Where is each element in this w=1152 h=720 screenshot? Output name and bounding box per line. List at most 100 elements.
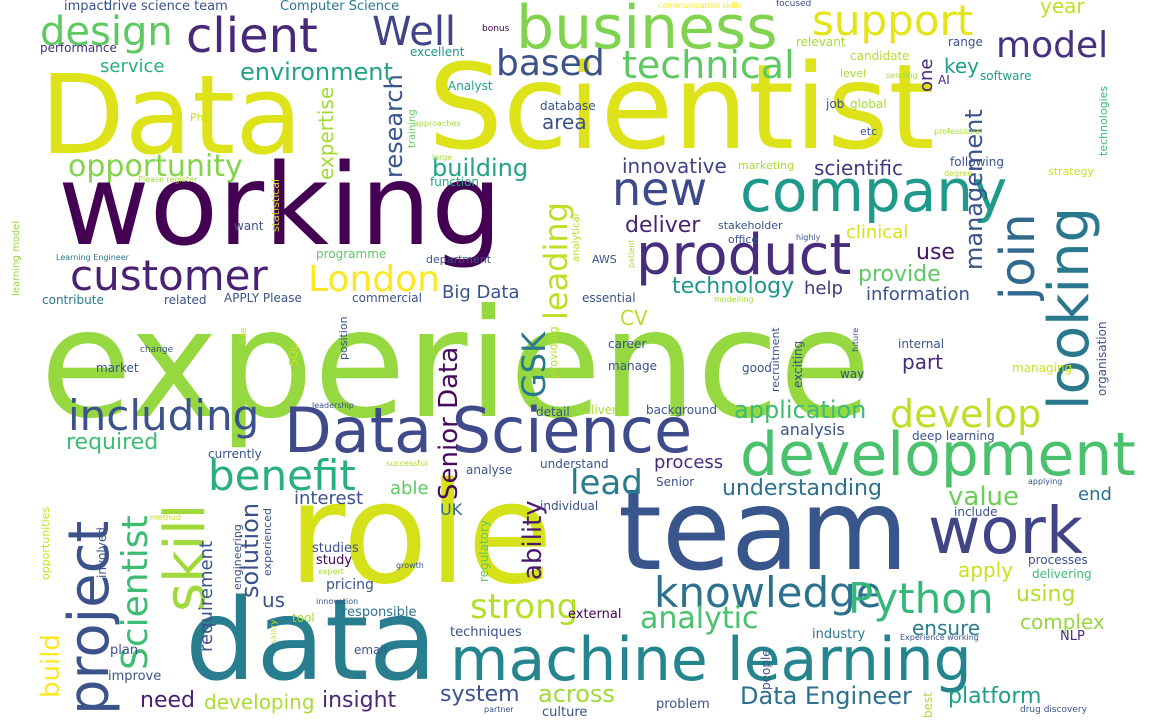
word-platform: platform bbox=[948, 684, 1042, 709]
word-modelling: modelling bbox=[714, 295, 754, 304]
word-model: model bbox=[996, 25, 1109, 66]
word-studies: studies bbox=[312, 541, 359, 556]
word-data-engineer: Data Engineer bbox=[740, 682, 912, 710]
word-department: department bbox=[426, 253, 492, 266]
word-learning-engineer: Learning Engineer bbox=[56, 253, 129, 262]
word-regulatory: regulatory bbox=[477, 519, 491, 582]
word-office: office bbox=[728, 233, 759, 246]
word-recruitment: recruitment bbox=[769, 327, 782, 392]
word-interest: interest bbox=[294, 488, 364, 509]
word-partner: partner bbox=[484, 705, 514, 714]
word-product: product bbox=[636, 223, 852, 288]
word-data-title: Data bbox=[40, 51, 303, 179]
word-computer-science: Computer Science bbox=[280, 0, 400, 14]
word-system: system bbox=[440, 682, 520, 707]
word-opportunities: opportunities bbox=[39, 506, 52, 580]
word-communication-skills: communication skills bbox=[658, 1, 743, 10]
word-development: development bbox=[740, 420, 1136, 490]
word-relevant: relevant bbox=[796, 35, 846, 49]
word-requirement: requirement bbox=[196, 540, 217, 652]
word-phd: PhD bbox=[190, 111, 213, 124]
word-drug-discovery: drug discovery bbox=[1020, 705, 1087, 715]
word-future: future bbox=[851, 327, 860, 352]
word-sql: SQL bbox=[287, 344, 300, 366]
word-engineering: engineering bbox=[231, 524, 244, 590]
word-design: design bbox=[40, 9, 173, 55]
word-etc: etc bbox=[860, 125, 878, 138]
word-detail: detail bbox=[536, 405, 570, 419]
word-project: project bbox=[57, 520, 122, 715]
word-well: Well bbox=[372, 9, 457, 55]
word-analysis: analysis bbox=[780, 420, 845, 439]
word-excellent: excellent bbox=[410, 45, 465, 59]
word-technologies: technologies bbox=[1097, 85, 1110, 156]
word-join: join bbox=[990, 213, 1046, 300]
word-part: part bbox=[902, 350, 944, 374]
word-growth: growth bbox=[396, 561, 424, 570]
word-degree: degree bbox=[944, 169, 973, 178]
word-job: job bbox=[826, 97, 845, 111]
word-manage: manage bbox=[608, 359, 658, 373]
word-contribute: contribute bbox=[42, 293, 104, 307]
word-please-register: Please register bbox=[138, 175, 198, 184]
word-one: one bbox=[916, 58, 937, 93]
word-performance: performance bbox=[40, 41, 117, 55]
word-use: use bbox=[916, 240, 955, 265]
word-service: service bbox=[100, 56, 165, 77]
word-uk: UK bbox=[440, 500, 463, 519]
word-senior: Senior bbox=[656, 475, 695, 489]
word-people: people bbox=[759, 649, 773, 690]
word-need: need bbox=[140, 688, 195, 713]
word-process: process bbox=[654, 452, 724, 473]
word-us: us bbox=[262, 588, 286, 612]
word-currently: currently bbox=[208, 447, 262, 461]
word-site: site bbox=[239, 327, 249, 344]
word-research: research bbox=[380, 74, 408, 178]
word-way: way bbox=[840, 367, 865, 381]
word-organisation: organisation bbox=[1095, 321, 1109, 396]
word-email: email bbox=[354, 643, 388, 657]
word-culture: culture bbox=[542, 705, 588, 720]
word-scientist-title: Scientist bbox=[428, 38, 935, 176]
word-understand: understand bbox=[540, 457, 609, 471]
word-scientific: scientific bbox=[814, 156, 903, 180]
word-benefit: benefit bbox=[208, 451, 356, 500]
word-global: global bbox=[850, 97, 887, 111]
word-pricing: pricing bbox=[326, 577, 374, 593]
word-deep-learning: deep learning bbox=[912, 429, 995, 443]
word-london: London bbox=[308, 259, 440, 300]
word-ai: AI bbox=[938, 73, 950, 87]
word-clinical: clinical bbox=[846, 222, 909, 243]
word-machine-learning: machine learning bbox=[450, 625, 972, 695]
word-based: based bbox=[496, 43, 605, 84]
word-innovative: innovative bbox=[622, 154, 727, 178]
word-end: end bbox=[1078, 484, 1112, 505]
word-gsk: GSK bbox=[515, 331, 553, 398]
word-function: function bbox=[430, 175, 480, 189]
word-method: method bbox=[150, 513, 181, 522]
word-lead: lead bbox=[570, 463, 643, 503]
word-technology: technology bbox=[672, 274, 795, 299]
word-industry: industry bbox=[812, 627, 866, 642]
word-sending: sending bbox=[886, 71, 918, 80]
word-delivering: delivering bbox=[1032, 567, 1092, 581]
word-study: study bbox=[316, 553, 353, 568]
word-apply: apply bbox=[958, 558, 1014, 582]
word-role: role bbox=[288, 453, 554, 616]
word-following: following bbox=[950, 155, 1004, 169]
word-best: best bbox=[921, 692, 935, 718]
word-applying: applying bbox=[1028, 477, 1063, 486]
word-drive-science-team: drive science team bbox=[104, 0, 228, 14]
word-aws: AWS bbox=[592, 253, 617, 266]
word-good: good bbox=[742, 361, 772, 375]
word-developing: developing bbox=[204, 690, 315, 714]
word-expertise: expertise bbox=[314, 86, 338, 180]
word-experience: experience bbox=[40, 278, 872, 452]
word-build: build bbox=[36, 634, 66, 698]
word-apply-please: APPLY Please bbox=[224, 291, 302, 305]
word-develop: develop bbox=[890, 392, 1042, 436]
word-plan: plan bbox=[110, 643, 139, 658]
word-new: new bbox=[612, 162, 708, 216]
word-improve: improve bbox=[108, 669, 162, 684]
